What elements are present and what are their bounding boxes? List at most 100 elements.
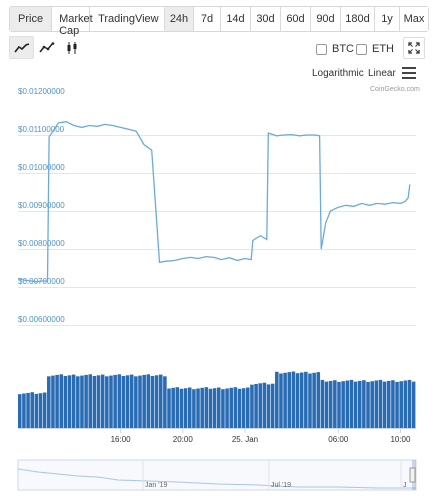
volume-bar [125, 375, 130, 428]
volume-bar [333, 380, 337, 428]
range-max[interactable]: Max [400, 7, 428, 31]
volume-bar [71, 374, 76, 428]
candlestick-chart-button[interactable] [59, 36, 84, 59]
volume-bar [63, 376, 68, 428]
y-tick-label: $0.01200000 [18, 87, 65, 96]
range-60d[interactable]: 60d [281, 7, 311, 31]
volume-bar [30, 392, 34, 428]
x-axis: 16:00 20:00 25. Jan 06:00 10:00 [18, 428, 416, 444]
y-tick-label: $0.00600000 [18, 315, 65, 324]
volume-bar [221, 389, 225, 428]
volume-bar [84, 374, 88, 428]
tab-price[interactable]: Price [10, 7, 53, 31]
range-7d[interactable]: 7d [194, 7, 221, 31]
volume-bar [270, 383, 275, 428]
price-line [17, 121, 411, 283]
volume-bar [34, 393, 39, 428]
volume-bar [138, 375, 142, 428]
volume-bar [212, 388, 217, 428]
volume-bar [366, 381, 370, 428]
volume-bar [175, 387, 180, 428]
volume-bar [96, 375, 101, 428]
volume-bar [76, 376, 80, 428]
volume-bar [88, 374, 93, 428]
volume-bar [357, 380, 362, 428]
volume-bar [328, 380, 333, 428]
linear-scale-button[interactable]: Linear [368, 68, 396, 79]
smooth-line-chart-button[interactable] [34, 36, 59, 59]
volume-bar [250, 384, 254, 428]
volume-bar [105, 376, 109, 428]
x-tick-label: 06:00 [328, 435, 349, 444]
volume-bar [187, 387, 192, 428]
smooth-line-chart-icon [38, 41, 54, 52]
range-24h[interactable]: 24h [165, 7, 194, 31]
range-30d[interactable]: 30d [251, 7, 281, 31]
volume-bar [134, 376, 138, 428]
volume-bar [262, 382, 267, 428]
volume-bar [349, 379, 354, 428]
volume-bar [208, 388, 213, 428]
volume-bar [192, 389, 196, 428]
volume-bar [42, 392, 47, 428]
chart-menu-icon[interactable] [402, 67, 416, 82]
volume-bar [129, 374, 134, 428]
volume-bar [204, 387, 209, 428]
navigator-label: Jul '19 [271, 482, 291, 489]
compare-btc-toggle[interactable]: BTC [316, 43, 354, 55]
volume-bar [295, 373, 300, 428]
volume-bar [279, 373, 283, 428]
volume-bar [113, 374, 117, 428]
volume-bar [374, 380, 379, 428]
volume-bar [233, 387, 238, 428]
volume-bar [411, 381, 416, 428]
volume-bar [229, 387, 233, 428]
volume-bar [304, 371, 308, 428]
logarithmic-scale-button[interactable]: Logarithmic [312, 68, 364, 79]
x-tick-label: 16:00 [111, 435, 132, 444]
range-14d[interactable]: 14d [221, 7, 251, 31]
volume-bar [337, 381, 341, 428]
compare-eth-toggle[interactable]: ETH [356, 43, 394, 55]
volume-bar [150, 376, 155, 428]
volume-bar [167, 388, 171, 428]
navigator-series [17, 468, 416, 489]
volume-bar [51, 375, 55, 428]
volume-bars [18, 371, 416, 428]
volume-bar [308, 373, 312, 428]
data-type-tabs: Price Market Cap TradingView [9, 6, 168, 37]
volume-bar [26, 392, 30, 428]
range-180d[interactable]: 180d [341, 7, 375, 31]
navigator-handle[interactable] [409, 467, 416, 483]
volume-bar [287, 372, 292, 428]
volume-bar [382, 381, 387, 428]
volume-bar [291, 371, 296, 428]
eth-checkbox[interactable] [356, 43, 367, 55]
volume-bar [395, 381, 399, 428]
navigator-label: J [403, 482, 407, 489]
line-chart-button[interactable] [9, 36, 34, 59]
volume-bar [217, 387, 221, 428]
btc-checkbox[interactable] [316, 43, 327, 55]
volume-bar [121, 376, 126, 428]
volume-bar [275, 371, 279, 428]
range-1y[interactable]: 1y [375, 7, 400, 31]
tab-market-cap[interactable]: Market Cap [52, 7, 93, 37]
volume-bar [225, 388, 229, 428]
volume-bar [158, 374, 163, 428]
volume-bar [324, 381, 329, 428]
volume-bar [59, 374, 64, 428]
volume-bar [266, 384, 271, 428]
volume-bar [370, 381, 374, 428]
range-navigator[interactable]: Jan '19 Jul '19 J [17, 459, 417, 491]
volume-bar [362, 380, 366, 428]
range-90d[interactable]: 90d [311, 7, 341, 31]
tab-tradingview[interactable]: TradingView [90, 7, 167, 31]
volume-bar [38, 393, 43, 428]
volume-bar [183, 388, 188, 428]
volume-bar [200, 387, 204, 428]
fullscreen-button[interactable] [403, 37, 425, 59]
volume-bar [403, 380, 408, 428]
eth-label: ETH [372, 43, 394, 55]
volume-bar [146, 374, 151, 428]
